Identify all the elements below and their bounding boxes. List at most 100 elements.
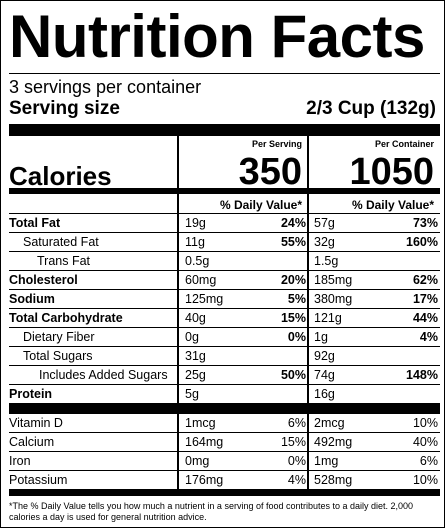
calories-per-serving: 350 bbox=[238, 151, 302, 193]
label-inner: Nutrition Facts 3 servings per container… bbox=[9, 1, 440, 527]
row-separator bbox=[9, 289, 440, 290]
column-divider-1 bbox=[177, 136, 179, 227]
thick-rule-calories bbox=[9, 188, 440, 194]
nutrient-row-iron: Iron 0mg 0% 1mg 6% bbox=[9, 452, 440, 471]
per-serving-amount: 1mcg bbox=[185, 416, 216, 430]
per-serving-amount: 25g bbox=[185, 368, 206, 382]
nutrient-row-saturated-fat: Saturated Fat 11g 55% 32g 160% bbox=[9, 233, 440, 252]
per-serving-amount: 0.5g bbox=[185, 254, 210, 268]
nutrient-row-trans-fat: Trans Fat 0.5g 1.5g bbox=[9, 252, 440, 271]
per-container-daily-value: 62% bbox=[412, 273, 438, 287]
per-container-daily-value: 44% bbox=[412, 311, 438, 325]
per-container-daily-value: 148% bbox=[406, 368, 438, 382]
per-serving-daily-value: 55% bbox=[280, 235, 306, 249]
nutrient-name: Total Carbohydrate bbox=[9, 311, 123, 325]
column-divider bbox=[307, 413, 309, 490]
serving-size-label: Serving size bbox=[9, 98, 120, 119]
serving-size-value: 2/3 Cup (132g) bbox=[306, 98, 436, 119]
column-divider bbox=[307, 213, 309, 403]
per-serving-daily-value: 20% bbox=[280, 273, 306, 287]
calories-label: Calories bbox=[9, 161, 112, 191]
per-serving-daily-value: 15% bbox=[280, 435, 306, 449]
per-container-daily-value: 10% bbox=[412, 416, 438, 430]
row-separator bbox=[9, 232, 440, 233]
per-container-amount: 1.5g bbox=[314, 254, 339, 268]
nutrient-row-cholesterol: Cholesterol 60mg 20% 185mg 62% bbox=[9, 271, 440, 290]
row-separator bbox=[9, 251, 440, 252]
row-separator bbox=[9, 489, 440, 490]
per-serving-amount: 125mg bbox=[185, 292, 224, 306]
per-container-amount: 492mg bbox=[314, 435, 353, 449]
column-divider-2 bbox=[307, 136, 309, 227]
nutrient-row-potassium: Potassium 176mg 4% 528mg 10% bbox=[9, 471, 440, 490]
per-container-header: Per Container bbox=[374, 139, 434, 149]
row-separator bbox=[9, 213, 440, 214]
per-serving-amount: 0mg bbox=[185, 454, 210, 468]
per-serving-daily-value: 50% bbox=[280, 368, 306, 382]
nutrient-row-sodium: Sodium 125mg 5% 380mg 17% bbox=[9, 290, 440, 309]
row-separator bbox=[9, 346, 440, 347]
servings-per-container: 3 servings per container bbox=[9, 77, 202, 97]
nutrient-name: Total Sugars bbox=[23, 349, 93, 363]
per-serving-amount: 164mg bbox=[185, 435, 224, 449]
column-divider bbox=[177, 413, 179, 490]
per-container-daily-value: 73% bbox=[412, 216, 438, 230]
per-container-amount: 74g bbox=[314, 368, 335, 382]
column-divider bbox=[177, 213, 179, 403]
per-container-daily-value: 160% bbox=[406, 235, 438, 249]
per-serving-amount: 40g bbox=[185, 311, 206, 325]
nutrient-name: Total Fat bbox=[9, 216, 61, 230]
nutrient-name: Saturated Fat bbox=[23, 235, 99, 249]
nutrient-row-total-carbohydrate: Total Carbohydrate 40g 15% 121g 44% bbox=[9, 309, 440, 328]
per-serving-amount: 11g bbox=[185, 235, 205, 249]
row-separator bbox=[9, 327, 440, 328]
nutrient-name: Dietary Fiber bbox=[23, 330, 95, 344]
per-container-amount: 1mg bbox=[314, 454, 339, 468]
per-serving-amount: 176mg bbox=[185, 473, 224, 487]
per-serving-daily-value: 24% bbox=[280, 216, 306, 230]
calories-per-container: 1050 bbox=[349, 151, 434, 193]
row-separator bbox=[9, 384, 440, 385]
row-separator bbox=[9, 470, 440, 471]
thick-rule-top bbox=[9, 124, 440, 136]
nutrient-name: Iron bbox=[9, 454, 31, 468]
nutrient-row-vitamin-d: Vitamin D 1mcg 6% 2mcg 10% bbox=[9, 414, 440, 433]
per-serving-amount: 5g bbox=[185, 387, 199, 401]
per-serving-header: Per Serving bbox=[251, 139, 302, 149]
nutrient-name: Trans Fat bbox=[37, 254, 91, 268]
nutrient-name: Vitamin D bbox=[9, 416, 63, 430]
per-serving-daily-value: 6% bbox=[287, 416, 306, 430]
label-title: Nutrition Facts bbox=[9, 3, 425, 70]
per-serving-amount: 0g bbox=[185, 330, 199, 344]
row-separator bbox=[9, 308, 440, 309]
nutrient-name: Sodium bbox=[9, 292, 55, 306]
per-container-daily-value: 10% bbox=[412, 473, 438, 487]
dv-header-container: % Daily Value* bbox=[351, 198, 434, 212]
per-container-amount: 2mcg bbox=[314, 416, 345, 430]
per-container-amount: 92g bbox=[314, 349, 335, 363]
row-separator bbox=[9, 451, 440, 452]
per-container-daily-value: 4% bbox=[419, 330, 438, 344]
per-serving-amount: 31g bbox=[185, 349, 206, 363]
nutrient-name: Includes Added Sugars bbox=[39, 368, 168, 382]
per-container-daily-value: 6% bbox=[419, 454, 438, 468]
per-serving-daily-value: 0% bbox=[287, 454, 306, 468]
nutrient-name: Potassium bbox=[9, 473, 68, 487]
per-serving-daily-value: 0% bbox=[287, 330, 306, 344]
nutrient-row-total-fat: Total Fat 19g 24% 57g 73% bbox=[9, 214, 440, 233]
per-container-daily-value: 40% bbox=[412, 435, 438, 449]
per-container-amount: 1g bbox=[314, 330, 328, 344]
per-container-amount: 121g bbox=[314, 311, 342, 325]
per-container-amount: 16g bbox=[314, 387, 335, 401]
per-serving-amount: 60mg bbox=[185, 273, 217, 287]
thick-rule bbox=[9, 490, 440, 496]
nutrient-name: Protein bbox=[9, 387, 53, 401]
nutrient-row-calcium: Calcium 164mg 15% 492mg 40% bbox=[9, 433, 440, 452]
row-separator bbox=[9, 270, 440, 271]
footnote: *The % Daily Value tells you how much a … bbox=[9, 501, 414, 522]
nutrient-row-dietary-fiber: Dietary Fiber 0g 0% 1g 4% bbox=[9, 328, 440, 347]
row-separator bbox=[9, 432, 440, 433]
nutrient-row-total-sugars: Total Sugars 31g 92g bbox=[9, 347, 440, 366]
thick-rule bbox=[9, 403, 440, 413]
